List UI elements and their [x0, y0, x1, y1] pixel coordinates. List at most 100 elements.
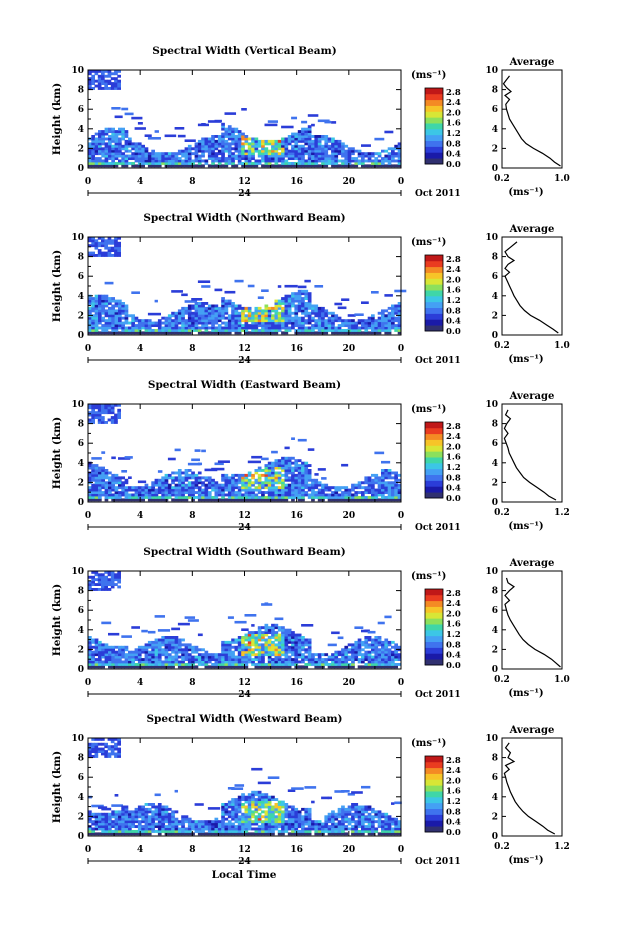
- heatmap-cell: [94, 406, 99, 410]
- heatmap-cell: [327, 154, 332, 158]
- heatmap-cell: [387, 658, 392, 661]
- heatmap-cell: [88, 331, 92, 335]
- heatmap-cell: [197, 162, 202, 165]
- heatmap-cell: [167, 815, 172, 819]
- colorbar-tick-label: 0.0: [446, 160, 461, 170]
- heatmap-cell: [387, 660, 392, 664]
- heatmap-cell: [301, 157, 305, 160]
- heatmap-cell: [167, 331, 172, 335]
- heatmap-cell: [287, 297, 292, 300]
- average-title: Average: [509, 224, 555, 235]
- heatmap-cell: [184, 650, 189, 654]
- heatmap-cell: [171, 638, 175, 642]
- heatmap-cell: [224, 645, 229, 649]
- heatmap-cell: [154, 152, 159, 156]
- heatmap-cell: [301, 306, 305, 310]
- heatmap-cell: [381, 665, 385, 669]
- heatmap-cell: [221, 648, 225, 652]
- heatmap-cell: [161, 825, 165, 828]
- heatmap-cell: [104, 645, 109, 649]
- heatmap-cell: [261, 665, 265, 669]
- heatmap-cell: [274, 464, 279, 467]
- heatmap-cell: [317, 481, 322, 485]
- heatmap-cell: [114, 147, 119, 151]
- heatmap-cell: [297, 464, 302, 467]
- heatmap-cell: [187, 817, 192, 821]
- heatmap-cell: [244, 810, 249, 814]
- heatmap-cell: [97, 578, 102, 582]
- heatmap-cell: [397, 329, 402, 332]
- heatmap-cell: [151, 817, 155, 821]
- heatmap-cell: [307, 653, 312, 657]
- heatmap-cell: [98, 481, 102, 485]
- heatmap-cell: [98, 493, 102, 497]
- heatmap-cell: [251, 164, 255, 168]
- heatmap-cell: [121, 130, 125, 133]
- heatmap-cell: [227, 331, 232, 335]
- y-axis-label: Height (km): [51, 584, 63, 656]
- heatmap-cell: [177, 486, 182, 490]
- heatmap-cell: [121, 807, 125, 811]
- heatmap-cell: [98, 645, 102, 649]
- heatmap-cell: [241, 488, 245, 492]
- heatmap-cell: [88, 159, 92, 163]
- heatmap-cell: [157, 832, 162, 836]
- heatmap-cell: [214, 152, 219, 156]
- heatmap-cell: [114, 578, 118, 582]
- heatmap-cell: [394, 663, 398, 666]
- heatmap-cell: [257, 645, 262, 649]
- heatmap-cell: [257, 159, 262, 163]
- heatmap-cell: [377, 663, 382, 666]
- colorbar-tick-label: 2.4: [446, 599, 461, 609]
- heatmap-cell: [374, 648, 379, 652]
- heatmap-cell: [261, 638, 265, 642]
- heatmap-cell: [377, 481, 382, 485]
- heatmap-cell: [301, 648, 305, 652]
- heatmap-cell: [174, 820, 179, 824]
- heatmap-cell: [174, 640, 179, 644]
- heatmap-cell: [291, 461, 295, 465]
- heatmap-cell: [257, 309, 262, 313]
- heatmap-cell: [154, 331, 159, 335]
- heatmap-cell: [97, 580, 102, 584]
- heatmap-cell: [234, 311, 239, 315]
- heatmap-cell: [377, 159, 382, 163]
- heatmap-cell: [237, 805, 242, 809]
- heatmap-cell: [217, 329, 222, 332]
- heatmap-cell: [281, 162, 285, 165]
- heatmap-cell: [114, 87, 118, 90]
- heatmap-cell: [207, 832, 212, 836]
- heatmap-cell: [361, 301, 369, 304]
- heatmap-cell: [171, 162, 175, 165]
- heatmap-cell: [227, 316, 232, 320]
- heatmap-cell: [234, 800, 239, 804]
- heatmap-cell: [237, 314, 242, 318]
- heatmap-cell: [267, 159, 272, 163]
- heatmap-cell: [147, 152, 152, 156]
- heatmap-cell: [91, 413, 95, 417]
- heatmap-cell: [334, 152, 339, 156]
- heatmap-cell: [337, 324, 342, 327]
- heatmap-cell: [224, 149, 229, 153]
- heatmap-cell: [167, 164, 172, 168]
- heatmap-cell: [108, 149, 112, 153]
- heatmap-cell: [121, 309, 125, 313]
- heatmap-cell: [88, 411, 92, 415]
- heatmap-cell: [167, 159, 172, 163]
- heatmap-cell: [94, 157, 99, 160]
- heatmap-cell: [97, 418, 102, 422]
- heatmap-cell: [201, 498, 205, 502]
- colorbar-tick-label: 1.6: [446, 119, 461, 129]
- heatmap-cell: [221, 486, 225, 490]
- heatmap-cell: [197, 660, 202, 664]
- heatmap-cell: [381, 658, 385, 661]
- colorbar-tick-label: 2.8: [446, 88, 461, 98]
- heatmap-cell: [311, 498, 315, 502]
- heatmap-cell: [217, 144, 222, 148]
- heatmap-cell: [284, 284, 298, 288]
- heatmap-cell: [117, 413, 121, 417]
- heatmap-cell: [241, 496, 245, 499]
- heatmap-cell: [101, 493, 105, 497]
- heatmap-cell: [231, 830, 235, 833]
- heatmap-cell: [231, 324, 235, 327]
